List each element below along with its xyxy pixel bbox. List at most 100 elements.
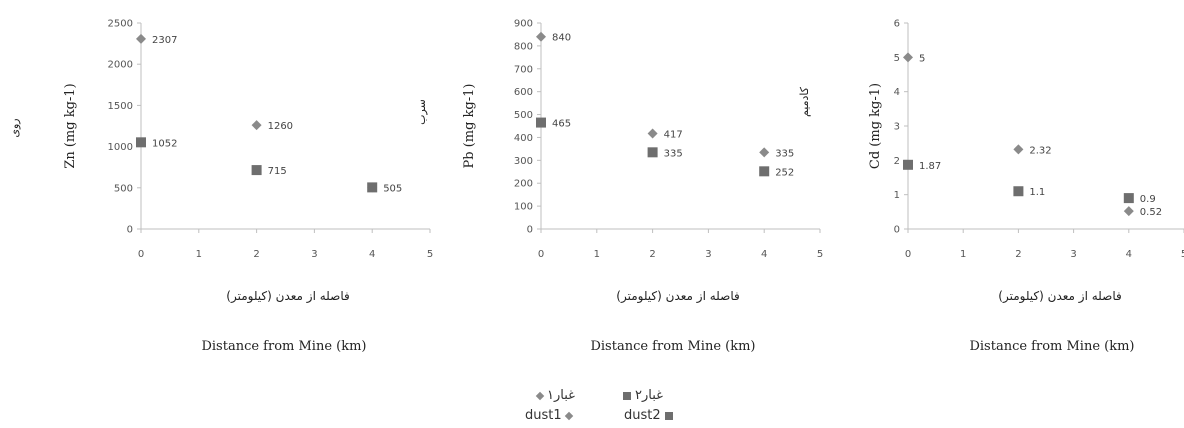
x-tick-label: 1 <box>594 249 600 260</box>
y-axis-label-fa: سرب <box>415 99 428 125</box>
dust1-data-label: 2.32 <box>1029 145 1051 156</box>
dust2-point <box>251 165 262 176</box>
y-axis-label-fa: کادمیم <box>798 86 811 117</box>
dust1-data-label: 5 <box>919 53 925 64</box>
dust1-data-label: 840 <box>552 33 571 44</box>
diamond-icon <box>535 391 545 400</box>
legend-dust2-en: dust2 <box>624 408 673 423</box>
y-tick-label: 3 <box>894 122 900 133</box>
dust2-data-label: 505 <box>383 183 402 194</box>
x-tick-label: 4 <box>1126 249 1132 260</box>
y-axis-label: Pb (mg kg-1) <box>462 84 477 169</box>
dust2-point <box>903 159 913 170</box>
x-tick-label: 0 <box>538 249 544 260</box>
dust1-point <box>251 120 262 131</box>
y-tick-label: 200 <box>514 179 533 190</box>
x-tick-label: 3 <box>705 249 711 260</box>
dust1-data-label: 335 <box>775 148 794 159</box>
dust1-point <box>136 33 146 44</box>
dust2-data-label: 465 <box>552 119 571 130</box>
square-icon <box>664 411 673 420</box>
x-tick-label: 1 <box>196 249 202 260</box>
y-tick-label: 100 <box>514 202 533 213</box>
x-tick-label: 1 <box>960 249 966 260</box>
dust1-point <box>647 128 658 139</box>
x-axis-label-fa: فاصله از معدن (کیلومتر) <box>226 289 349 304</box>
dust1-data-label: 1260 <box>268 121 293 132</box>
legend-dust1-en-label: dust1 <box>525 408 562 423</box>
dust2-data-label: 335 <box>664 148 683 159</box>
square-icon <box>623 391 631 400</box>
dust1-data-label: 0.52 <box>1140 207 1162 218</box>
dust2-data-label: 1.1 <box>1029 187 1045 198</box>
y-tick-label: 0 <box>127 225 133 236</box>
y-tick-label: 5 <box>894 53 900 64</box>
dust1-point <box>536 31 546 42</box>
y-tick-label: 700 <box>514 64 533 75</box>
y-tick-label: 2 <box>894 156 900 167</box>
x-tick-label: 2 <box>649 249 655 260</box>
legend-dust2-fa: غبار۲ <box>623 388 663 403</box>
y-tick-label: 500 <box>114 183 133 194</box>
dust2-point <box>367 182 378 193</box>
legend: غبار۱ غبار۲ dust1 dust2 <box>0 382 1184 428</box>
x-axis-label: Distance from Mine (km) <box>590 339 755 354</box>
dust2-point <box>136 137 146 148</box>
legend-dust1-fa: غبار۱ <box>535 388 575 403</box>
x-tick-label: 0 <box>905 249 911 260</box>
dust2-point <box>759 166 770 177</box>
dust2-point <box>647 147 658 158</box>
y-axis-label: Cd (mg kg-1) <box>868 83 883 169</box>
y-tick-label: 4 <box>894 87 900 98</box>
dust2-point <box>1013 186 1024 197</box>
y-tick-label: 1 <box>894 190 900 201</box>
x-axis-label-fa: فاصله از معدن (کیلومتر) <box>616 289 739 304</box>
x-tick-label: 3 <box>1070 249 1076 260</box>
y-tick-label: 2000 <box>108 60 133 71</box>
legend-dust2-fa-label: غبار۲ <box>635 388 663 403</box>
y-tick-label: 1000 <box>108 142 133 153</box>
dust1-data-label: 417 <box>664 130 683 141</box>
x-tick-label: 3 <box>311 249 317 260</box>
y-tick-label: 1500 <box>108 101 133 112</box>
y-tick-label: 300 <box>514 156 533 167</box>
x-tick-label: 4 <box>761 249 767 260</box>
x-axis-label: Distance from Mine (km) <box>969 339 1134 354</box>
y-tick-label: 800 <box>514 41 533 52</box>
y-tick-label: 2500 <box>108 19 133 30</box>
dust2-data-label: 1052 <box>152 138 177 149</box>
x-tick-label: 4 <box>369 249 375 260</box>
legend-dust1-fa-label: غبار۱ <box>547 388 575 403</box>
dust2-point <box>536 117 546 128</box>
x-tick-label: 2 <box>1015 249 1021 260</box>
y-tick-label: 400 <box>514 133 533 144</box>
y-tick-label: 0 <box>894 225 900 236</box>
diamond-icon <box>564 411 573 420</box>
dust2-data-label: 715 <box>268 166 287 177</box>
x-tick-label: 5 <box>817 249 823 260</box>
dust1-data-label: 2307 <box>152 35 177 46</box>
dust2-data-label: 252 <box>775 167 794 178</box>
y-tick-label: 900 <box>514 19 533 30</box>
dust2-data-label: 0.9 <box>1140 194 1156 205</box>
x-tick-label: 5 <box>1181 249 1184 260</box>
y-tick-label: 0 <box>527 225 533 236</box>
dust1-point <box>1013 144 1024 155</box>
dust1-point <box>759 147 770 158</box>
y-tick-label: 6 <box>894 19 900 30</box>
dust1-point <box>1123 206 1134 217</box>
x-tick-label: 2 <box>253 249 259 260</box>
dust2-data-label: 1.87 <box>919 161 941 172</box>
y-axis-label-fa: روی <box>8 118 21 137</box>
x-axis-label: Distance from Mine (km) <box>201 339 366 354</box>
y-axis-label: Zn (mg kg-1) <box>63 83 78 168</box>
x-tick-label: 5 <box>427 249 433 260</box>
legend-dust2-en-label: dust2 <box>624 408 661 423</box>
legend-dust1-en: dust1 <box>525 408 573 423</box>
dust2-point <box>1123 193 1134 204</box>
x-tick-label: 0 <box>138 249 144 260</box>
y-tick-label: 600 <box>514 87 533 98</box>
dust1-point <box>903 52 913 63</box>
x-axis-label-fa: فاصله از معدن (کیلومتر) <box>998 289 1121 304</box>
